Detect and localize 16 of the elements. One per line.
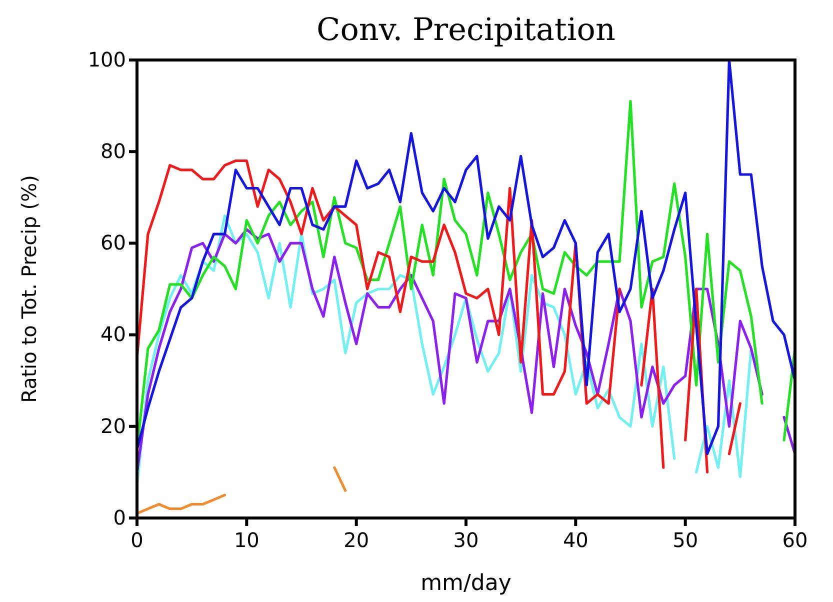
x-tick-label: 50 — [672, 528, 698, 552]
y-tick-label: 20 — [100, 414, 126, 438]
x-tick-label: 60 — [782, 528, 808, 552]
x-axis-title: mm/day — [420, 571, 512, 596]
x-tick-label: 20 — [344, 528, 370, 552]
y-tick-label: 80 — [100, 139, 126, 163]
x-tick-label: 40 — [562, 528, 588, 552]
x-tick-label: 30 — [453, 528, 479, 552]
y-tick-label: 100 — [88, 47, 126, 72]
y-tick-label: 40 — [100, 322, 126, 346]
y-tick-label: 60 — [100, 230, 126, 255]
x-tick-label: 0 — [130, 528, 144, 552]
y-axis-title: Ratio to Tot. Precip (%) — [17, 175, 41, 403]
x-tick-label: 10 — [234, 528, 260, 552]
chart-title: Conv. Precipitation — [316, 12, 616, 48]
y-tick-label: 0 — [113, 505, 126, 530]
